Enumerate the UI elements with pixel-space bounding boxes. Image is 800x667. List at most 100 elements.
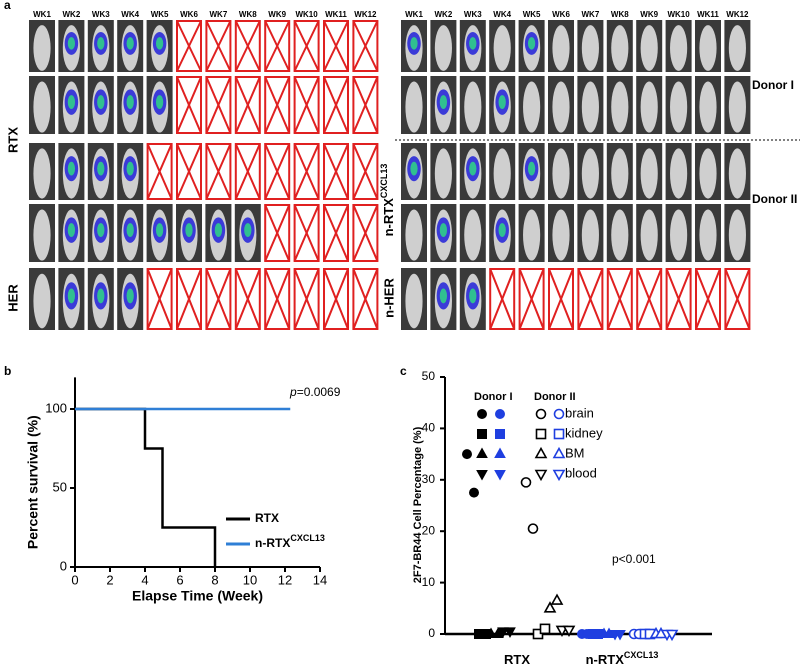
- mouse-body: [611, 209, 629, 261]
- dead-box: [234, 76, 261, 134]
- dead-box: [234, 20, 261, 72]
- mouse-body: [405, 81, 423, 133]
- mouse-body: [523, 81, 541, 133]
- legend-name: n-RTX: [255, 536, 290, 550]
- signal: [185, 223, 193, 238]
- signal: [439, 288, 448, 304]
- mouse-body: [640, 25, 658, 71]
- mouse-body: [699, 148, 717, 199]
- dead-cross: [176, 20, 202, 72]
- panel-label: a: [4, 0, 11, 12]
- dead-box: [323, 143, 349, 200]
- data-point: [550, 593, 564, 605]
- row-label-superscript: CXCL13: [379, 164, 389, 199]
- panel-label: c: [400, 364, 407, 378]
- dead-cross: [176, 268, 202, 330]
- week-label: WK11: [325, 10, 347, 19]
- mouse-body: [552, 81, 570, 133]
- signal: [97, 161, 105, 176]
- signal: [527, 37, 536, 50]
- dead-cross: [352, 268, 379, 330]
- week-label: WK8: [239, 10, 257, 19]
- week-label: WK12: [726, 10, 749, 19]
- week-label: WK11: [697, 10, 719, 19]
- dead-cross: [176, 76, 202, 134]
- dead-box: [352, 76, 379, 134]
- mouse-body: [728, 25, 746, 71]
- legend-symbol: [494, 470, 506, 481]
- dead-cross: [352, 143, 379, 200]
- mouse-body: [699, 209, 717, 261]
- signal: [244, 223, 252, 238]
- dead-box: [205, 20, 232, 72]
- y-tick-label: 50: [422, 369, 436, 383]
- week-label: WK5: [151, 10, 169, 19]
- dead-box: [323, 20, 349, 72]
- mouse-body: [33, 81, 51, 133]
- legend-label: RTX: [255, 511, 279, 525]
- week-label: WK4: [121, 10, 139, 19]
- week-label: WK9: [268, 10, 286, 19]
- category-superscript: CXCL13: [624, 650, 659, 660]
- mouse-body: [728, 209, 746, 261]
- mouse-body: [434, 25, 452, 71]
- dead-cross: [264, 76, 291, 134]
- mouse-body: [581, 25, 599, 71]
- data-point: [539, 623, 551, 635]
- legend-label: n-RTXCXCL13: [255, 533, 325, 550]
- dead-box: [695, 268, 721, 330]
- data-point: [527, 523, 539, 534]
- signal: [439, 223, 448, 238]
- mouse-body: [640, 209, 658, 261]
- category-name: n-RTX: [586, 652, 625, 667]
- signal: [67, 95, 76, 110]
- mouse-body: [611, 25, 629, 71]
- dead-box: [205, 143, 232, 200]
- mouse-body: [464, 81, 482, 133]
- legend-tissue: blood: [565, 465, 597, 480]
- dead-box: [293, 76, 320, 134]
- dead-box: [176, 76, 202, 134]
- data-point: [469, 487, 479, 498]
- annotation: p<0.001: [612, 552, 656, 566]
- dead-box: [176, 20, 202, 72]
- signal: [126, 161, 134, 176]
- dead-box: [323, 76, 349, 134]
- mouse-body: [640, 81, 658, 133]
- signal: [469, 288, 477, 304]
- mouse-body: [670, 209, 688, 261]
- panel-label: b: [4, 364, 11, 378]
- dead-box: [264, 143, 291, 200]
- x-tick-label: 4: [141, 572, 148, 587]
- legend-symbol: [495, 429, 505, 439]
- dead-cross: [352, 20, 379, 72]
- signal: [126, 288, 134, 304]
- x-tick-label: 14: [313, 572, 327, 587]
- dead-box: [636, 268, 663, 330]
- mouse-body: [33, 209, 51, 261]
- week-label: WK12: [354, 10, 377, 19]
- mouse-body: [611, 148, 629, 199]
- legend-donor: Donor I: [474, 391, 513, 403]
- dead-box: [205, 76, 232, 134]
- dead-box: [293, 268, 320, 330]
- mouse-body: [728, 81, 746, 133]
- mouse-body: [523, 209, 541, 261]
- row-label: n-RTXCXCL13: [379, 164, 396, 237]
- mouse-body: [464, 209, 482, 261]
- data-point: [665, 629, 679, 642]
- dead-box: [264, 76, 291, 134]
- legend-symbol: [476, 447, 488, 458]
- legend-symbol: [552, 469, 566, 482]
- dead-cross: [293, 20, 320, 72]
- legend-symbol: [477, 429, 487, 439]
- row-label: n-HER: [381, 278, 396, 318]
- signal: [155, 37, 164, 50]
- x-tick-label: 6: [176, 572, 183, 587]
- mouse-body: [33, 273, 51, 329]
- dead-box: [352, 20, 379, 72]
- dead-box: [264, 268, 291, 330]
- week-label: WK8: [611, 10, 629, 19]
- legend-name: RTX: [255, 511, 279, 525]
- signal: [469, 37, 477, 50]
